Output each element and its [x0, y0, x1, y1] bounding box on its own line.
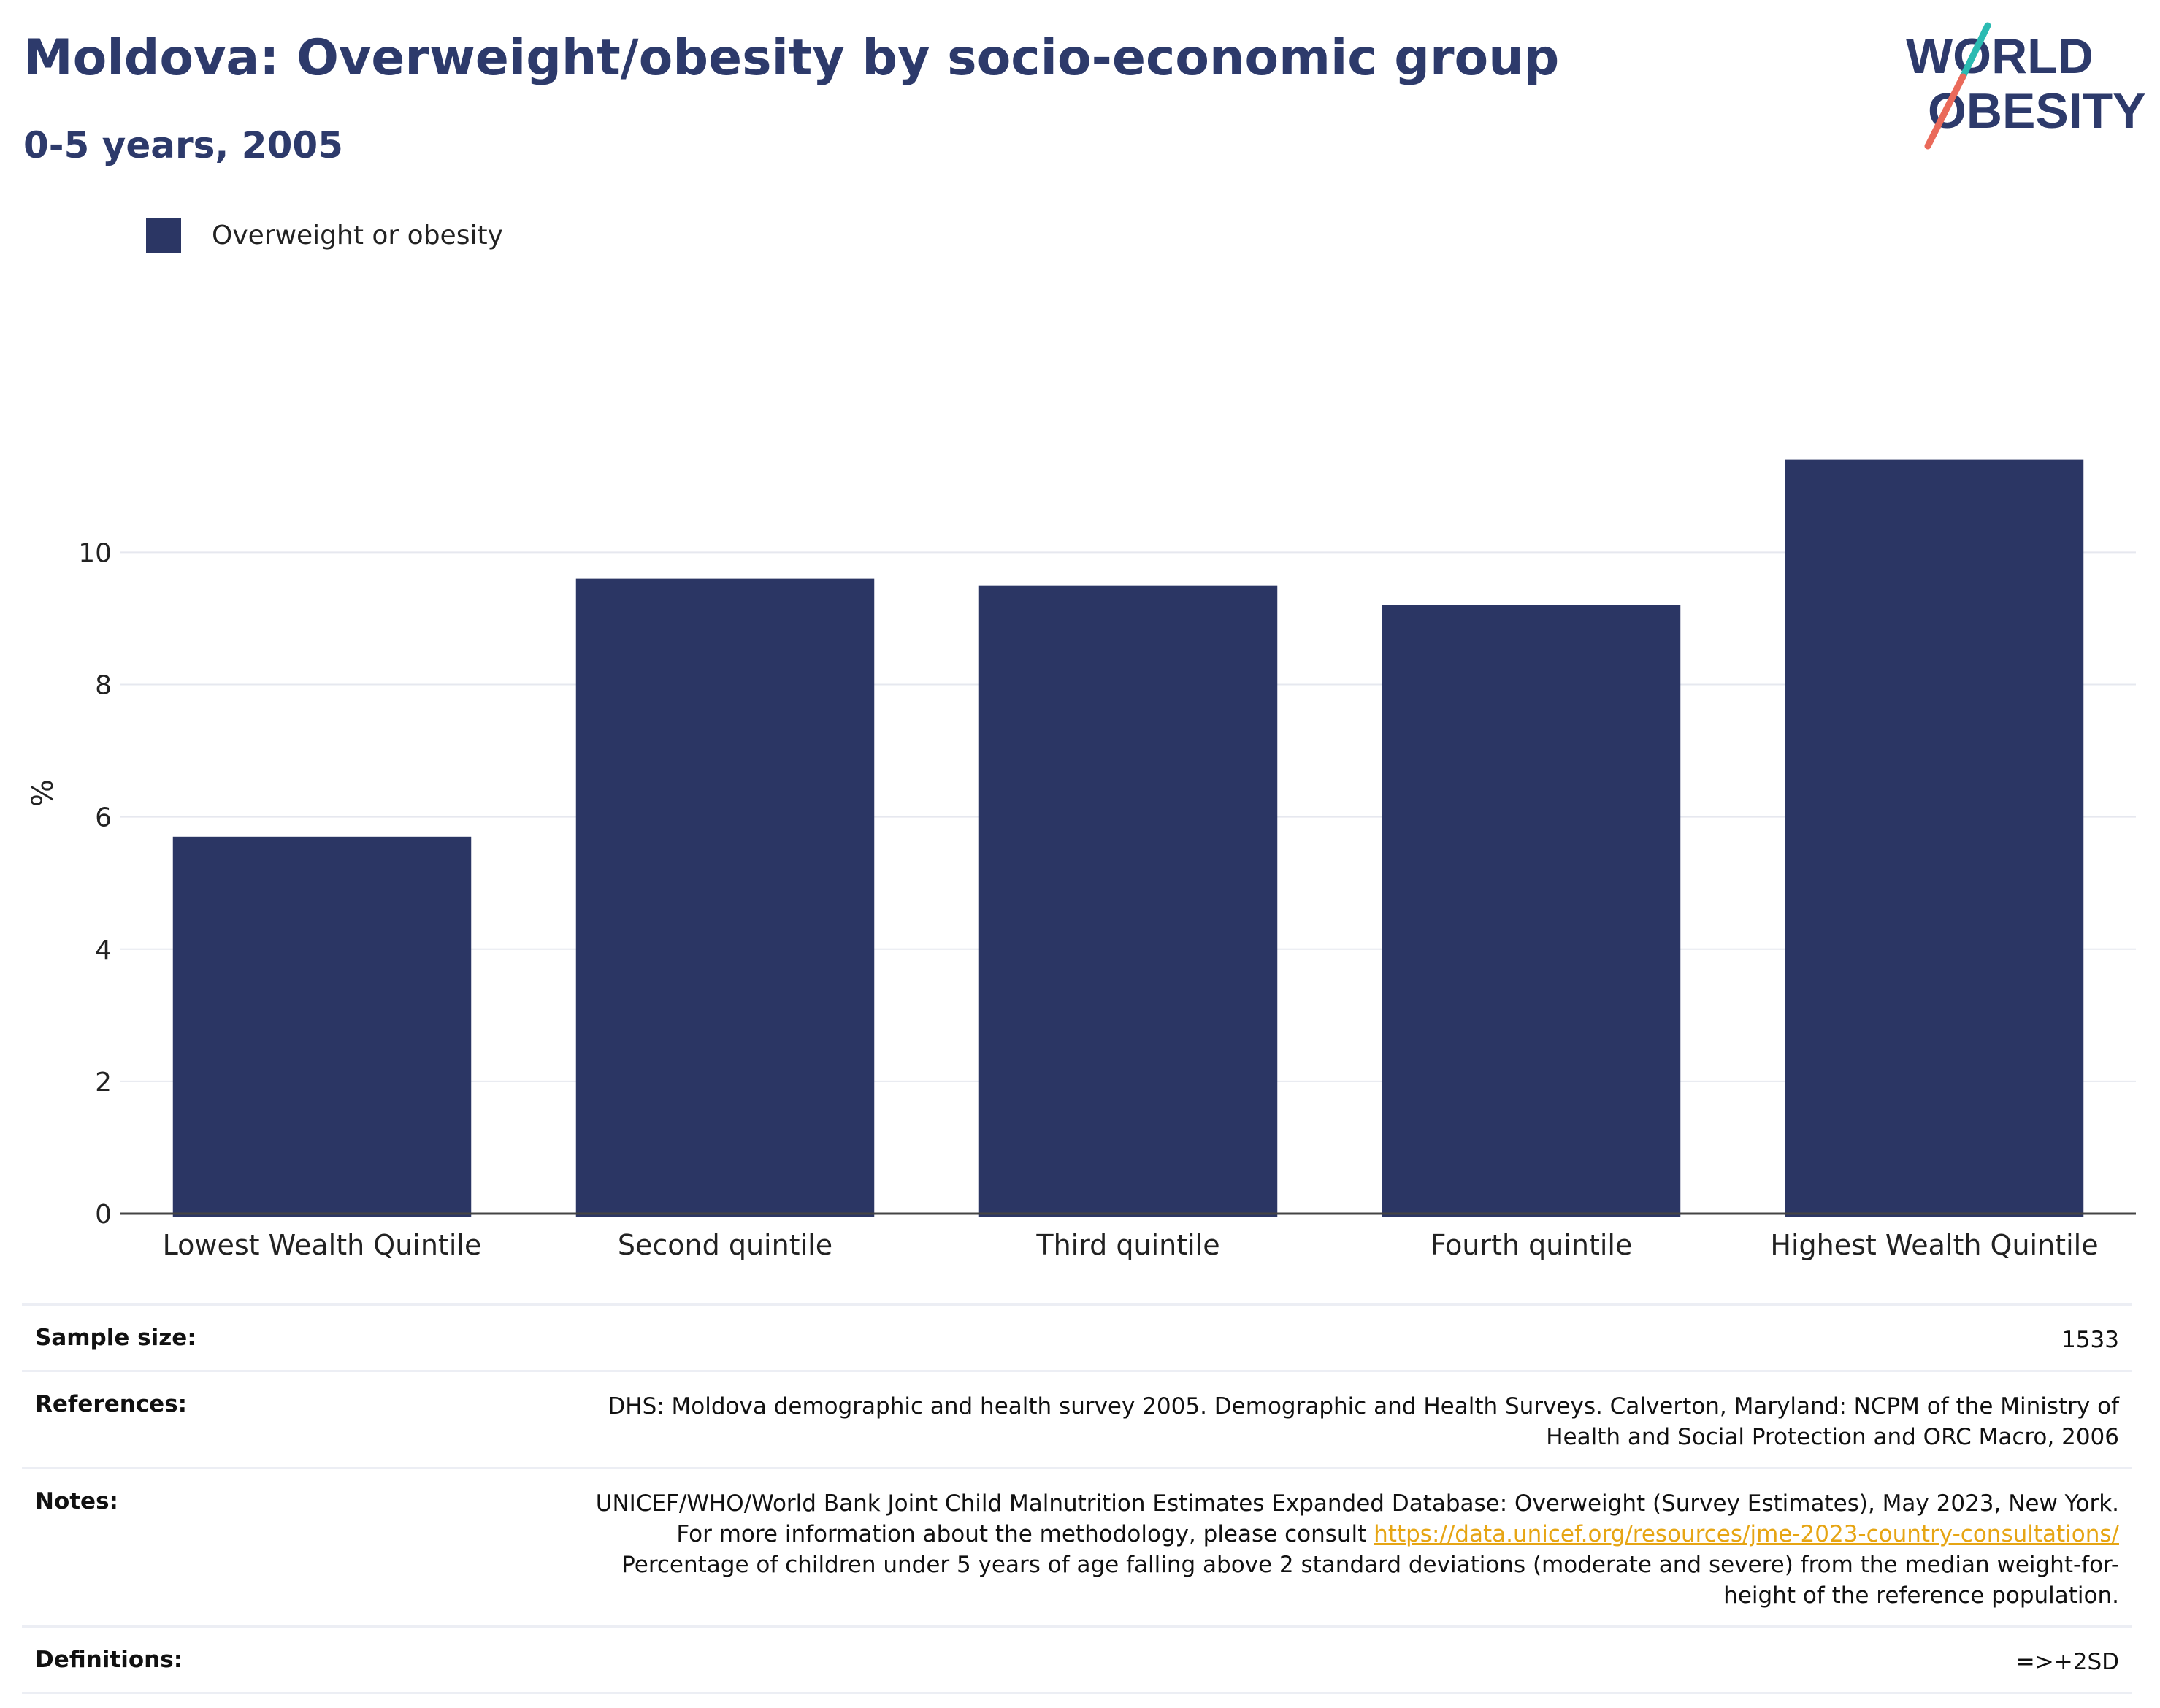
chart-legend: Overweight or obesity — [146, 218, 503, 253]
x-tick-label: Lowest Wealth Quintile — [163, 1229, 482, 1261]
info-row-sample-size: Sample size: 1533 — [22, 1303, 2132, 1370]
definitions-value: =>+2SD — [2015, 1649, 2119, 1675]
info-row-references: References: DHS: Moldova demographic and… — [22, 1370, 2132, 1467]
y-tick-label: 2 — [95, 1068, 112, 1098]
info-table: Sample size: 1533 References: DHS: Moldo… — [22, 1303, 2132, 1694]
y-axis-label: % — [26, 779, 60, 807]
bar — [1785, 459, 2084, 1217]
references-value: DHS: Moldova demographic and health surv… — [608, 1393, 2119, 1450]
info-row-notes: Notes: UNICEF/WHO/World Bank Joint Child… — [22, 1467, 2132, 1625]
bar — [1382, 605, 1681, 1217]
bar-chart: 0 2 4 6 8 10 Lowest Wealth Quintile Second quin… — [26, 459, 2136, 1261]
bar — [172, 836, 472, 1217]
legend-swatch — [146, 218, 181, 253]
notes-link[interactable]: https://data.unicef.org/resources/jme-20… — [1374, 1521, 2119, 1547]
world-obesity-logo: WORLD OBESITY — [1906, 22, 2146, 150]
chart-title: Moldova: Overweight/obesity by socio-eco… — [23, 29, 1560, 87]
x-tick-label: Fourth quintile — [1431, 1229, 1633, 1261]
svg-text:WORLD: WORLD — [1906, 28, 2094, 84]
info-row-definitions: Definitions: =>+2SD — [22, 1625, 2132, 1694]
y-tick-label: 8 — [95, 671, 112, 701]
x-tick-label: Highest Wealth Quintile — [1770, 1229, 2098, 1261]
svg-text:OBESITY: OBESITY — [1928, 83, 2146, 139]
legend-label: Overweight or obesity — [212, 220, 503, 250]
notes-label: Notes: — [35, 1488, 118, 1514]
chart-subtitle: 0-5 years, 2005 — [23, 124, 343, 166]
notes-value: UNICEF/WHO/World Bank Joint Child Malnut… — [564, 1488, 2119, 1611]
y-tick-label: 4 — [95, 935, 112, 965]
y-tick-label: 6 — [95, 803, 112, 833]
x-tick-label: Third quintile — [1035, 1229, 1219, 1261]
y-tick-label: 10 — [78, 538, 112, 568]
bar — [978, 585, 1278, 1217]
y-tick-label: 0 — [95, 1200, 112, 1230]
x-tick-label: Second quintile — [618, 1229, 832, 1261]
sample-size-label: Sample size: — [35, 1325, 196, 1351]
notes-text: UNICEF/WHO/World Bank Joint Child Malnut… — [595, 1490, 2119, 1547]
definitions-label: Definitions: — [35, 1647, 183, 1673]
references-label: References: — [35, 1391, 188, 1417]
bar — [575, 578, 875, 1217]
notes-text-continued: Percentage of children under 5 years of … — [621, 1552, 2119, 1609]
sample-size-value: 1533 — [2061, 1327, 2119, 1353]
